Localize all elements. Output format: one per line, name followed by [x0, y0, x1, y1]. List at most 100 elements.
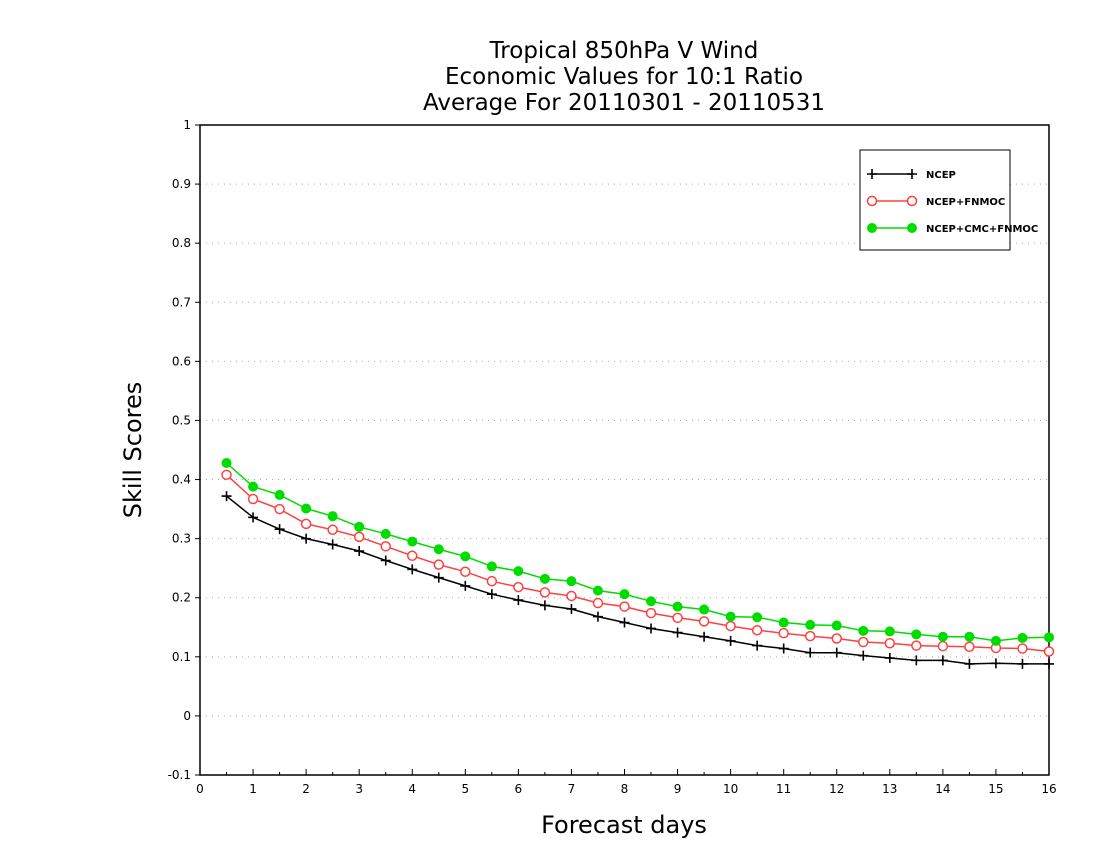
legend-item: NCEP+FNMOC [866, 195, 1005, 208]
data-point [248, 481, 259, 492]
data-point [327, 524, 338, 536]
x-tick-label: 15 [988, 782, 1003, 796]
y-tick-label: 0.9 [172, 177, 191, 191]
data-point [884, 626, 895, 637]
data-point [884, 653, 895, 663]
x-tick-label: 16 [1041, 782, 1056, 796]
data-point [805, 647, 816, 658]
data-point [221, 491, 232, 502]
y-tick-label: -0.1 [168, 768, 191, 782]
x-tick-label: 11 [776, 782, 791, 796]
data-point [486, 589, 497, 600]
data-point [619, 589, 630, 600]
data-point [1043, 646, 1055, 657]
legend-marker [907, 223, 917, 233]
legend: NCEP NCEP+FNMOC NCEP+CMC+FNMOC [859, 149, 1038, 251]
x-tick-label: 8 [621, 782, 629, 796]
data-point [486, 575, 498, 587]
data-point [513, 595, 524, 606]
data-point [380, 555, 391, 566]
data-point [566, 603, 577, 614]
data-point [858, 625, 869, 636]
data-point [354, 546, 365, 557]
x-tick-label: 4 [408, 782, 416, 796]
data-point [354, 521, 365, 532]
data-point [592, 597, 604, 609]
data-point [884, 637, 896, 649]
plot-series [221, 458, 1055, 669]
data-point [248, 512, 259, 523]
y-axis-label: Skill Scores [119, 382, 147, 519]
data-point [486, 561, 497, 572]
x-axis-ticks: 0 1 2 3 4 5 6 7 8 9 10 11 12 13 14 15 16 [196, 769, 1057, 796]
y-tick-label: 0.5 [172, 413, 191, 427]
data-point [247, 493, 259, 505]
data-point [645, 607, 657, 619]
series-line [226, 495, 1049, 665]
series-1 [221, 469, 1055, 657]
data-point [433, 572, 444, 583]
data-point [725, 635, 736, 646]
legend-item: NCEP+CMC+FNMOC [867, 223, 1038, 235]
data-point [274, 489, 285, 500]
legend-marker [867, 223, 877, 233]
x-axis-label: Forecast days [541, 811, 707, 839]
data-point [699, 604, 710, 615]
data-point [990, 658, 1001, 669]
x-tick-label: 12 [829, 782, 844, 796]
x-tick-label: 10 [723, 782, 738, 796]
data-point [725, 611, 736, 622]
data-point [566, 576, 577, 587]
legend-marker [866, 195, 878, 207]
grid [200, 183, 1049, 717]
data-point [858, 650, 869, 661]
title-line-1: Tropical 850hPa V Wind [489, 38, 759, 64]
data-point [778, 643, 789, 654]
data-point [460, 551, 471, 562]
data-point [513, 566, 524, 577]
legend-label: NCEP [926, 170, 956, 181]
y-tick-label: 0.8 [172, 236, 191, 250]
data-point [300, 518, 312, 530]
data-point [274, 503, 285, 515]
y-tick-label: 0.6 [172, 354, 191, 368]
data-point [937, 640, 949, 652]
x-tick-label: 13 [882, 782, 897, 796]
data-point [751, 624, 763, 636]
series-0 [221, 491, 1054, 669]
y-tick-label: 0.2 [172, 591, 191, 605]
data-point [964, 641, 975, 653]
data-point [911, 640, 922, 651]
data-point [407, 550, 418, 562]
x-tick-label: 7 [568, 782, 576, 796]
data-point [301, 503, 312, 514]
data-point [460, 580, 471, 591]
data-point [672, 612, 683, 624]
data-point [831, 633, 842, 644]
data-point [274, 524, 285, 535]
x-tick-label: 14 [935, 782, 950, 796]
legend-item: NCEP [867, 169, 956, 181]
data-point [380, 541, 391, 552]
y-tick-label: 1 [183, 118, 191, 132]
data-point [566, 590, 577, 602]
data-point [539, 587, 551, 598]
data-point [725, 620, 736, 632]
legend-label: NCEP+CMC+FNMOC [926, 224, 1038, 235]
y-tick-label: 0.1 [172, 650, 191, 664]
title-line-3: Average For 20110301 - 20110531 [423, 90, 825, 116]
x-tick-label: 9 [674, 782, 682, 796]
data-point [1044, 658, 1054, 669]
data-point [353, 531, 365, 543]
data-point [698, 616, 710, 627]
data-point [1017, 632, 1028, 643]
data-point [1017, 658, 1028, 669]
x-tick-label: 0 [196, 782, 204, 796]
title-line-2: Economic Values for 10:1 Ratio [445, 64, 803, 90]
data-point [831, 647, 842, 658]
data-point [407, 564, 418, 575]
legend-label: NCEP+FNMOC [926, 197, 1005, 208]
data-point [831, 620, 842, 631]
data-point [805, 619, 816, 630]
data-point [380, 528, 391, 539]
